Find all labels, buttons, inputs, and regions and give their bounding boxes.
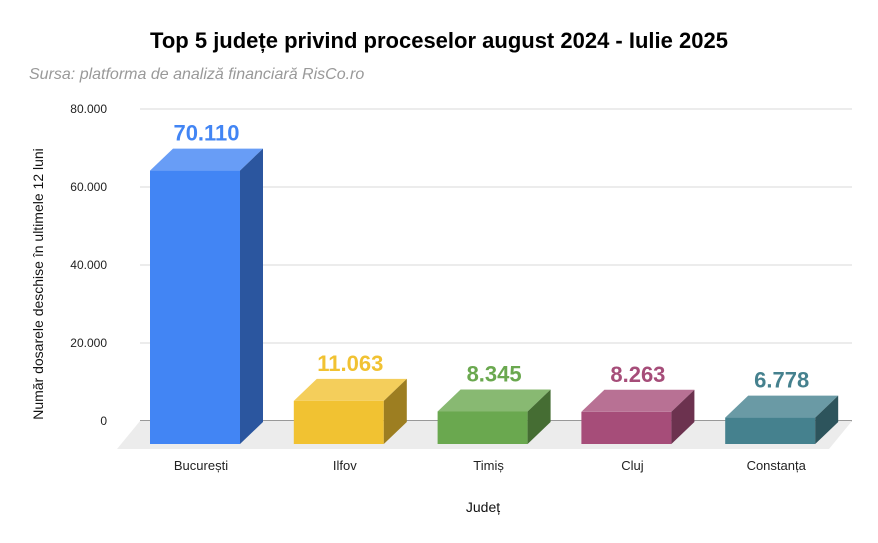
- bar-top: [293, 378, 407, 401]
- x-tick-label: Constanța: [747, 458, 807, 473]
- bar-side: [671, 389, 695, 444]
- chart-subtitle: Sursa: platforma de analiză financiară R…: [29, 66, 365, 83]
- y-tick-label: 60.000: [70, 180, 107, 194]
- x-axis-label: Județ: [466, 499, 500, 515]
- x-tick-label: Timiș: [473, 458, 504, 473]
- bar-side: [383, 378, 407, 444]
- bar-top: [437, 389, 551, 412]
- y-tick-label: 40.000: [70, 258, 107, 272]
- data-label: 8.345: [467, 361, 522, 386]
- bar-top: [581, 389, 695, 412]
- bar-side: [240, 148, 263, 445]
- chart-title: Top 5 județe privind proceselor august 2…: [150, 28, 728, 53]
- bar-front: [437, 411, 528, 444]
- bar-side: [815, 395, 839, 444]
- bar-front: [581, 411, 672, 444]
- bar-side: [527, 389, 551, 444]
- y-axis-label: Număr dosarele deschise în ultimele 12 l…: [30, 148, 46, 420]
- bar-front: [725, 417, 816, 444]
- bar-top: [725, 395, 839, 418]
- y-tick-label: 20.000: [70, 336, 107, 350]
- data-label: 8.263: [610, 362, 665, 387]
- x-tick-label: Ilfov: [333, 458, 357, 473]
- data-label: 6.778: [754, 368, 809, 393]
- data-label: 11.063: [317, 351, 383, 376]
- x-tick-label: București: [174, 458, 228, 473]
- y-tick-label: 80.000: [70, 102, 107, 116]
- data-label: 70.110: [173, 121, 239, 146]
- bar-front: [150, 170, 240, 445]
- y-tick-label: 0: [100, 414, 107, 428]
- bar-front: [293, 400, 384, 444]
- x-tick-label: Cluj: [621, 458, 644, 473]
- bar-top: [150, 148, 263, 171]
